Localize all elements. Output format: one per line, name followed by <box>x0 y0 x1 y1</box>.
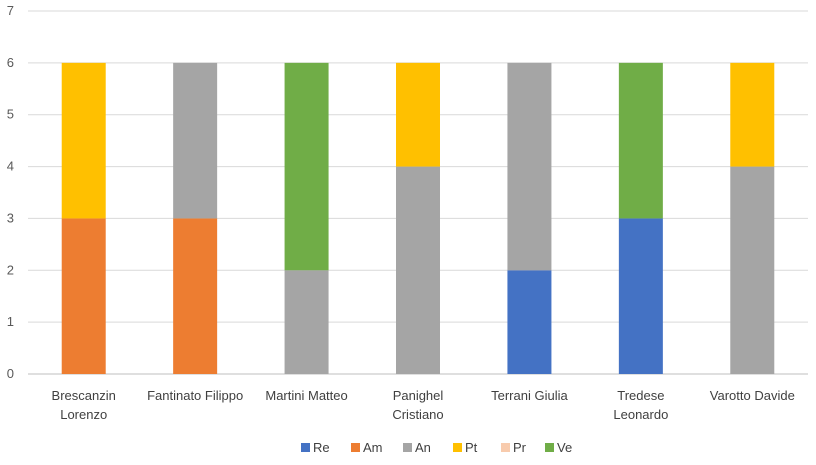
bar-segment-am <box>61 218 106 374</box>
bar-segment-an <box>730 166 775 374</box>
y-tick-label: 5 <box>7 107 14 122</box>
bar-segment-an <box>396 166 440 374</box>
x-category-label: Leonardo <box>613 407 668 422</box>
x-category-label: Cristiano <box>392 407 443 422</box>
legend-swatch-pt <box>453 443 462 452</box>
bar-segment-ve <box>618 62 663 219</box>
bar-segment-an <box>507 62 552 271</box>
legend-swatch-an <box>403 443 412 452</box>
x-category-label: Brescanzin <box>52 388 116 403</box>
bar-segment-pt <box>61 62 106 219</box>
x-category-label: Tredese <box>617 388 664 403</box>
bar-segment-re <box>507 270 552 374</box>
legend-label-ve: Ve <box>557 440 572 455</box>
legend: Re Am An Pt Pr Ve <box>301 440 572 455</box>
y-tick-label: 3 <box>7 210 14 225</box>
y-axis-tick-labels: 0 1 2 3 4 5 6 7 <box>7 3 14 381</box>
x-axis-category-labels: Brescanzin Lorenzo Fantinato Filippo Martin… <box>52 388 795 422</box>
y-tick-label: 2 <box>7 262 14 277</box>
y-tick-label: 1 <box>7 314 14 329</box>
bar-segment-an <box>284 270 329 374</box>
bar-segment-pt <box>396 62 440 167</box>
bar-segment-am <box>173 218 218 374</box>
legend-label-pt: Pt <box>465 440 478 455</box>
bar-segment-re <box>618 218 663 374</box>
legend-label-re: Re <box>313 440 330 455</box>
x-category-label: Panighel <box>393 388 444 403</box>
legend-label-pr: Pr <box>513 440 527 455</box>
y-tick-label: 7 <box>7 3 14 18</box>
bar-segment-pt <box>730 62 775 167</box>
bar-segment-ve <box>284 62 329 271</box>
legend-swatch-am <box>351 443 360 452</box>
x-category-label: Lorenzo <box>60 407 107 422</box>
x-category-label: Terrani Giulia <box>491 388 568 403</box>
bar-segment-an <box>173 62 218 219</box>
legend-swatch-pr <box>501 443 510 452</box>
legend-swatch-re <box>301 443 310 452</box>
y-tick-label: 6 <box>7 55 14 70</box>
legend-label-am: Am <box>363 440 383 455</box>
x-category-label: Varotto Davide <box>710 388 795 403</box>
y-tick-label: 4 <box>7 159 14 174</box>
legend-swatch-ve <box>545 443 554 452</box>
y-tick-label: 0 <box>7 366 14 381</box>
bars <box>61 62 775 374</box>
x-category-label: Fantinato Filippo <box>147 388 243 403</box>
legend-label-an: An <box>415 440 431 455</box>
x-category-label: Martini Matteo <box>265 388 347 403</box>
